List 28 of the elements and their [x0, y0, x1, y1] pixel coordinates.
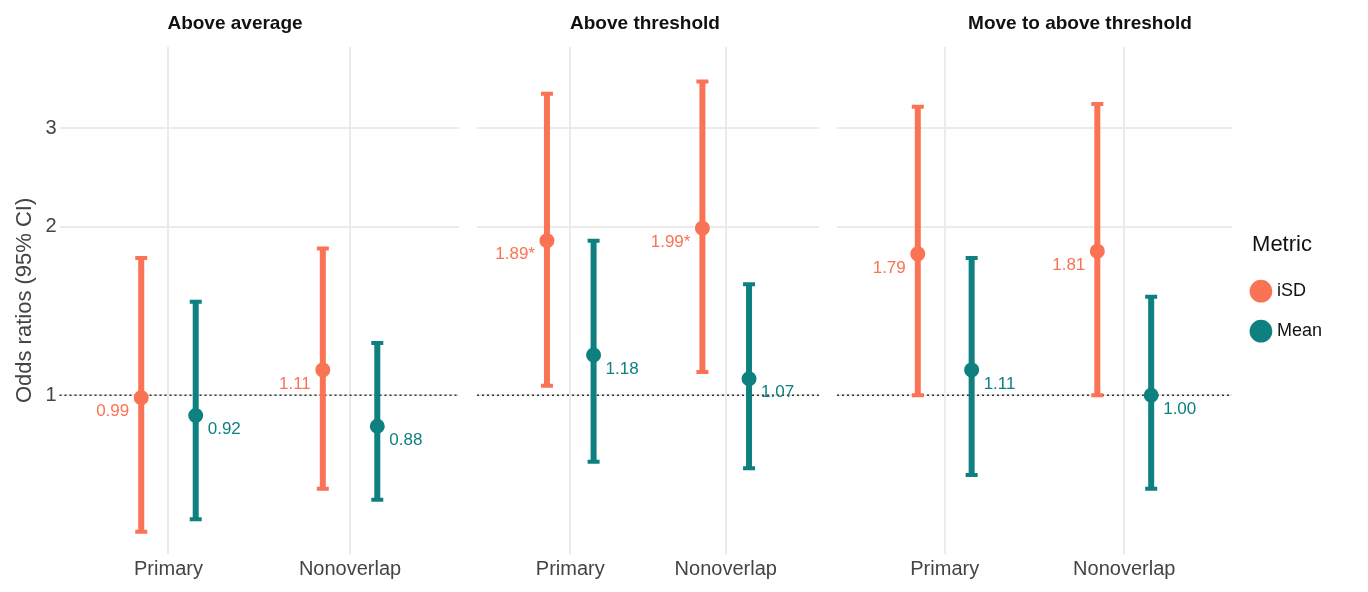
chart-title: Move to above threshold [968, 11, 1192, 33]
data-label: 1.79 [872, 257, 906, 277]
data-label: 1.81 [1052, 254, 1086, 274]
legend-title: Metric [1252, 230, 1312, 256]
x-tick-label: Nonoverlap [1073, 556, 1176, 579]
data-label: 0.99 [96, 401, 130, 421]
x-tick-label: Primary [134, 556, 203, 579]
x-tick-label: Nonoverlap [674, 556, 777, 579]
x-tick-label: Nonoverlap [298, 556, 402, 579]
chart-title: Above threshold [570, 11, 720, 33]
y-tick-label: 2 [45, 214, 57, 237]
data-label: 1.07 [761, 382, 795, 402]
y-axis-title: Odds ratios (95% CI) [11, 197, 37, 404]
data-label: 1.18 [605, 358, 639, 378]
chart-title: Above average [167, 11, 303, 33]
data-label: 1.99* [650, 231, 691, 251]
legend-label: iSD [1276, 280, 1306, 301]
legend-label: Mean [1276, 320, 1322, 341]
y-tick-label: 3 [45, 116, 57, 139]
x-tick-label: Primary [910, 556, 980, 579]
x-tick-label: Primary [535, 556, 605, 579]
data-label: 1.00 [1163, 398, 1197, 418]
data-label: 1.11 [278, 373, 311, 393]
data-label: 1.89* [495, 244, 536, 264]
data-label: 0.92 [207, 419, 241, 439]
data-label: 1.11 [983, 373, 1016, 393]
y-tick-label: 1 [45, 382, 57, 405]
data-label: 0.88 [389, 429, 423, 449]
